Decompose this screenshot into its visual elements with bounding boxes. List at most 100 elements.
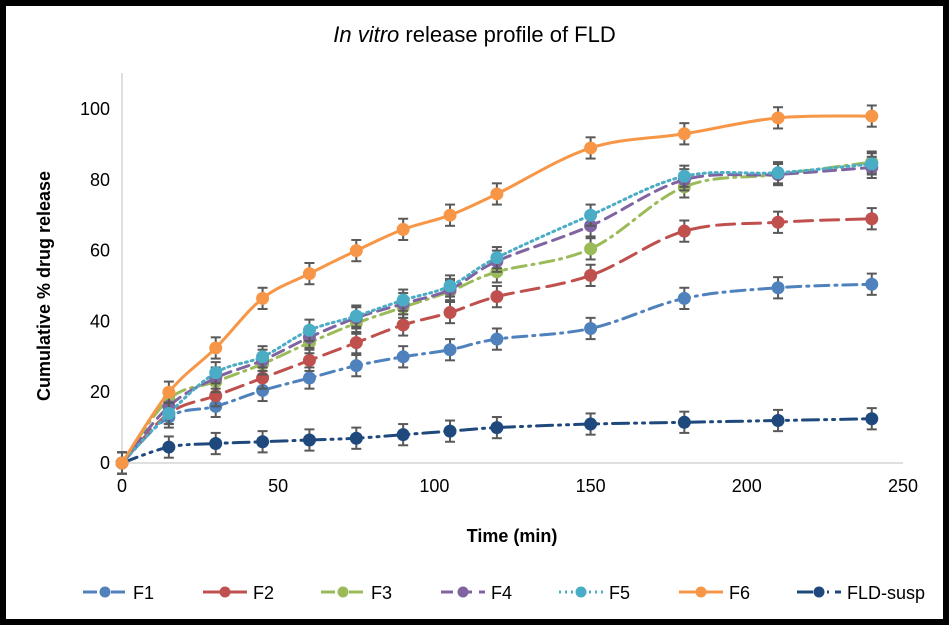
data-point [677, 224, 691, 238]
data-point [865, 157, 879, 171]
legend-label-f6: F6 [729, 583, 750, 603]
legend-label-fld-susp: FLD-susp [847, 583, 925, 603]
legend-item-fld-susp: FLD-susp [797, 583, 925, 603]
legend-marker-f6 [695, 586, 707, 598]
series-line-f5 [120, 162, 874, 465]
y-tick-label: 80 [90, 170, 110, 190]
data-point [302, 353, 316, 367]
data-point [349, 336, 363, 350]
data-point [584, 141, 598, 155]
data-point [349, 244, 363, 258]
data-point [584, 242, 598, 256]
series-layer [115, 104, 879, 475]
legend-marker-f1 [99, 586, 111, 598]
data-point [396, 428, 410, 442]
y-tick-label: 100 [80, 99, 110, 119]
y-tick-label: 0 [100, 453, 110, 473]
data-point [584, 268, 598, 282]
data-point [256, 350, 270, 364]
legend: F1 F2 F3 F4 F5 F6 FLD-susp [83, 583, 925, 603]
chart-title-rest: release profile of FLD [399, 22, 616, 47]
data-point [443, 279, 457, 293]
data-point [865, 277, 879, 291]
x-tick-label: 150 [576, 476, 606, 496]
legend-item-f1: F1 [83, 583, 154, 603]
chart-title: In vitro release profile of FLD [0, 22, 949, 48]
data-point [490, 290, 504, 304]
legend-label-f3: F3 [371, 583, 392, 603]
data-point [396, 293, 410, 307]
data-point [865, 212, 879, 226]
data-point [677, 127, 691, 141]
data-point [162, 406, 176, 420]
legend-label-f5: F5 [609, 583, 630, 603]
series-f6 [115, 104, 879, 475]
data-point [349, 309, 363, 323]
data-point [443, 306, 457, 320]
legend-item-f4: F4 [441, 583, 512, 603]
data-point [396, 222, 410, 236]
data-point [302, 323, 316, 337]
y-tick-label: 60 [90, 241, 110, 261]
legend-label-f1: F1 [133, 583, 154, 603]
legend-item-f3: F3 [321, 583, 392, 603]
data-point [349, 359, 363, 373]
data-point [677, 291, 691, 305]
data-point [302, 267, 316, 281]
data-point [162, 440, 176, 454]
data-point [865, 109, 879, 123]
legend-marker-f3 [337, 586, 349, 598]
data-point [349, 431, 363, 445]
data-point [162, 385, 176, 399]
axes: 0 20 40 60 80 100 0 50 100 150 200 250 [80, 73, 918, 496]
data-point [443, 343, 457, 357]
data-point [771, 215, 785, 229]
data-point [771, 414, 785, 428]
x-tick-label: 50 [268, 476, 288, 496]
legend-item-f5: F5 [559, 583, 630, 603]
data-point [209, 437, 223, 451]
data-point [209, 366, 223, 380]
y-tick-label: 20 [90, 382, 110, 402]
legend-label-f2: F2 [253, 583, 274, 603]
data-point [256, 435, 270, 449]
x-tick-label: 250 [888, 476, 918, 496]
data-point [256, 383, 270, 397]
chart-title-italic: In vitro [333, 22, 400, 47]
data-point [396, 318, 410, 332]
data-point [584, 208, 598, 222]
x-tick-label: 200 [732, 476, 762, 496]
data-point [677, 415, 691, 429]
y-tick-label: 40 [90, 311, 110, 331]
data-point [771, 281, 785, 295]
data-point [490, 332, 504, 346]
data-point [771, 111, 785, 125]
x-tick-label: 0 [117, 476, 127, 496]
legend-marker-fld-susp [813, 586, 825, 598]
data-point [490, 421, 504, 435]
series-fld-susp [115, 407, 879, 475]
data-point [490, 187, 504, 201]
data-point [443, 208, 457, 222]
data-point [771, 166, 785, 180]
data-point [443, 424, 457, 438]
data-point [490, 251, 504, 265]
x-axis-title: Time (min) [467, 526, 558, 546]
data-point [302, 433, 316, 447]
data-point [256, 291, 270, 305]
data-point [584, 321, 598, 335]
legend-marker-f4 [457, 586, 469, 598]
legend-marker-f2 [219, 586, 231, 598]
legend-item-f2: F2 [203, 583, 274, 603]
x-tick-label: 100 [419, 476, 449, 496]
data-point [396, 350, 410, 364]
series-line-f4 [120, 165, 874, 465]
data-point [865, 412, 879, 426]
legend-label-f4: F4 [491, 583, 512, 603]
data-point [584, 417, 598, 431]
y-axis-title: Cumulative % drug release [34, 171, 54, 401]
legend-marker-f5 [575, 586, 587, 598]
data-point [302, 371, 316, 385]
